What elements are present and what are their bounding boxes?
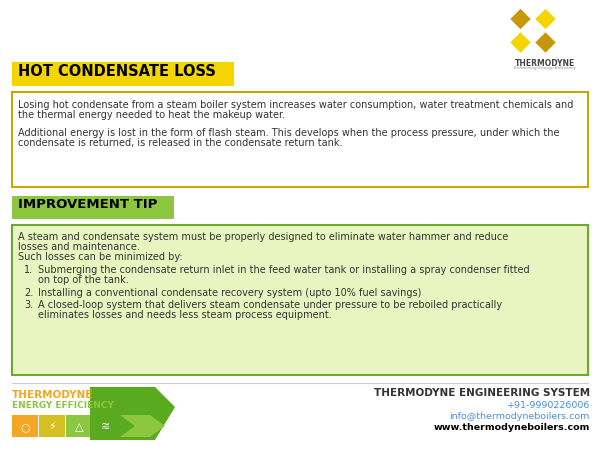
Bar (66, 415, 92, 437)
Polygon shape (509, 8, 532, 30)
Text: ⚡: ⚡ (48, 422, 56, 432)
Polygon shape (120, 415, 165, 437)
Text: losses and maintenance.: losses and maintenance. (18, 242, 140, 252)
Bar (12, 415, 38, 437)
Text: A closed-loop system that delivers steam condensate under pressure to be reboile: A closed-loop system that delivers steam… (38, 300, 502, 310)
Text: +91-9990226006: +91-9990226006 (506, 401, 590, 410)
Polygon shape (90, 387, 175, 440)
Text: www.thermodyneboilers.com: www.thermodyneboilers.com (434, 423, 590, 432)
Text: HOT CONDENSATE LOSS: HOT CONDENSATE LOSS (18, 64, 216, 79)
Text: IMPROVEMENT TIP: IMPROVEMENT TIP (18, 198, 157, 211)
Text: info@thermodyneboilers.com: info@thermodyneboilers.com (449, 412, 590, 421)
Text: Such losses can be minimized by:: Such losses can be minimized by: (18, 252, 182, 262)
Polygon shape (535, 32, 557, 54)
Bar (12, 92, 588, 187)
Polygon shape (535, 8, 557, 30)
Text: 2.: 2. (24, 288, 33, 298)
Text: 1.: 1. (24, 265, 33, 275)
Bar (93, 415, 119, 437)
Text: eliminates losses and needs less steam process equipment.: eliminates losses and needs less steam p… (38, 310, 332, 320)
Text: Submerging the condensate return inlet in the feed water tank or installing a sp: Submerging the condensate return inlet i… (38, 265, 530, 275)
Bar (12, 62, 234, 86)
Text: Losing hot condensate from a steam boiler system increases water consumption, wa: Losing hot condensate from a steam boile… (18, 100, 574, 110)
Text: △: △ (75, 422, 83, 432)
Text: THERMODYNE ENGINEERING SYSTEM: THERMODYNE ENGINEERING SYSTEM (374, 388, 590, 398)
Text: on top of the tank.: on top of the tank. (38, 275, 129, 285)
Text: the thermal energy needed to heat the makeup water.: the thermal energy needed to heat the ma… (18, 110, 285, 120)
Text: THERMODYNE: THERMODYNE (515, 58, 575, 68)
Text: THERMODYNE: THERMODYNE (12, 390, 94, 400)
Text: Installing a conventional condensate recovery system (upto 10% fuel savings): Installing a conventional condensate rec… (38, 288, 421, 298)
Text: A steam and condensate system must be properly designed to eliminate water hamme: A steam and condensate system must be pr… (18, 232, 508, 242)
Bar (12, 225, 588, 375)
Polygon shape (509, 32, 532, 54)
Text: 3.: 3. (24, 300, 33, 310)
Text: ENERGY EFFICIENCY: ENERGY EFFICIENCY (12, 401, 114, 410)
Text: ≋: ≋ (101, 422, 110, 432)
Text: Additional energy is lost in the form of flash steam. This develops when the pro: Additional energy is lost in the form of… (18, 128, 560, 138)
Bar (12, 196, 174, 219)
Text: ○: ○ (20, 422, 30, 432)
Text: Enhancing Energy Efficiency: Enhancing Energy Efficiency (514, 66, 576, 69)
Text: condensate is returned, is released in the condensate return tank.: condensate is returned, is released in t… (18, 138, 343, 148)
Bar (39, 415, 65, 437)
